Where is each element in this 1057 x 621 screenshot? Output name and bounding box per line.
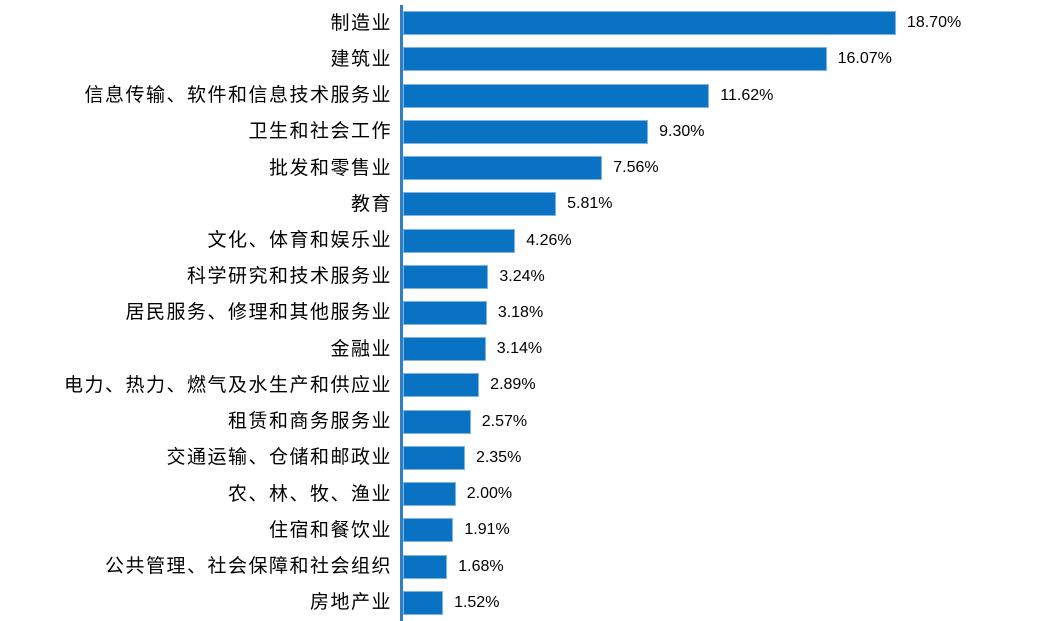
chart-row: 制造业 18.70% — [0, 5, 1057, 41]
category-label: 批发和零售业 — [268, 157, 392, 179]
category-label: 住宿和餐饮业 — [268, 519, 392, 541]
bar — [403, 590, 444, 615]
bar — [403, 554, 448, 579]
bar-area: 3.18% — [403, 295, 1057, 331]
chart-row: 科学研究和技术服务业 3.24% — [0, 259, 1057, 295]
chart-row: 公共管理、社会保障和社会组织 1.68% — [0, 549, 1057, 585]
value-label: 7.56% — [613, 159, 659, 177]
chart-row: 交通运输、仓储和邮政业 2.35% — [0, 440, 1057, 476]
bar — [403, 156, 603, 181]
value-label: 1.91% — [464, 521, 510, 539]
chart-row: 金融业 3.14% — [0, 331, 1057, 367]
bar — [403, 192, 557, 217]
chart-row: 居民服务、修理和其他服务业 3.18% — [0, 295, 1057, 331]
value-label: 11.62% — [720, 86, 774, 104]
bar-area: 2.35% — [403, 440, 1057, 476]
bar — [403, 264, 489, 289]
category-label: 卫生和社会工作 — [248, 121, 392, 143]
bar — [403, 337, 486, 362]
value-label: 5.81% — [567, 195, 613, 213]
bar — [403, 518, 454, 543]
bar-area: 2.89% — [403, 367, 1057, 403]
bar-area: 3.24% — [403, 259, 1057, 295]
category-label: 房地产业 — [309, 592, 392, 614]
bar-area: 2.57% — [403, 404, 1057, 440]
bar — [403, 445, 465, 470]
bar-area: 18.70% — [403, 5, 1057, 41]
bar-chart: 制造业 18.70% 建筑业 16.07% 信息传输、软件和信息技术服务业 11.62% 卫… — [0, 5, 1057, 621]
chart-row: 农、林、牧、渔业 2.00% — [0, 476, 1057, 512]
category-label: 居民服务、修理和其他服务业 — [125, 302, 392, 324]
chart-row: 卫生和社会工作 9.30% — [0, 114, 1057, 150]
bar-area: 5.81% — [403, 186, 1057, 222]
bar-area: 1.91% — [403, 512, 1057, 548]
chart-row: 房地产业 1.52% — [0, 585, 1057, 621]
category-label: 文化、体育和娱乐业 — [207, 230, 392, 252]
bar — [403, 228, 516, 253]
chart-row: 批发和零售业 7.56% — [0, 150, 1057, 186]
bar-area: 11.62% — [403, 77, 1057, 113]
value-label: 2.89% — [490, 376, 536, 394]
category-label: 农、林、牧、渔业 — [227, 483, 392, 505]
category-label: 交通运输、仓储和邮政业 — [166, 447, 392, 469]
chart-row: 信息传输、软件和信息技术服务业 11.62% — [0, 77, 1057, 113]
value-label: 1.52% — [454, 593, 500, 611]
value-label: 3.18% — [497, 303, 544, 321]
y-axis-line — [400, 5, 403, 621]
chart-row: 租赁和商务服务业 2.57% — [0, 404, 1057, 440]
value-label: 16.07% — [837, 50, 892, 68]
chart-row: 教育 5.81% — [0, 186, 1057, 222]
bar — [403, 119, 649, 144]
bar-area: 4.26% — [403, 222, 1057, 258]
bar-area: 7.56% — [403, 150, 1057, 186]
value-label: 4.26% — [526, 231, 572, 249]
chart-row: 电力、热力、燃气及水生产和供应业 2.89% — [0, 367, 1057, 403]
bar-area: 2.00% — [403, 476, 1057, 512]
chart-row: 文化、体育和娱乐业 4.26% — [0, 222, 1057, 258]
category-label: 科学研究和技术服务业 — [186, 266, 392, 288]
category-label: 电力、热力、燃气及水生产和供应业 — [63, 374, 392, 396]
category-label: 教育 — [350, 193, 392, 215]
bar — [403, 300, 487, 325]
value-label: 9.30% — [659, 122, 705, 140]
bar — [403, 409, 471, 434]
value-label: 1.68% — [458, 557, 504, 575]
bar — [403, 373, 480, 398]
category-label: 制造业 — [330, 12, 392, 34]
value-label: 3.14% — [496, 340, 543, 358]
value-label: 18.70% — [906, 14, 962, 32]
bar — [403, 11, 896, 36]
bar-area: 16.07% — [403, 41, 1057, 77]
category-label: 公共管理、社会保障和社会组织 — [104, 556, 392, 578]
bar-area: 1.68% — [403, 549, 1057, 585]
chart-row: 建筑业 16.07% — [0, 41, 1057, 77]
category-label: 租赁和商务服务业 — [227, 411, 392, 433]
value-label: 2.35% — [475, 448, 522, 466]
bar — [403, 47, 827, 72]
value-label: 3.24% — [499, 267, 545, 285]
category-label: 建筑业 — [330, 48, 392, 70]
bar — [403, 482, 456, 507]
value-label: 2.00% — [466, 485, 513, 503]
bar — [403, 83, 710, 108]
bar-area: 3.14% — [403, 331, 1057, 367]
bar-area: 9.30% — [403, 114, 1057, 150]
category-label: 金融业 — [330, 338, 392, 360]
value-label: 2.57% — [481, 412, 528, 430]
category-label: 信息传输、软件和信息技术服务业 — [84, 85, 392, 107]
bar-area: 1.52% — [403, 585, 1057, 621]
chart-row: 住宿和餐饮业 1.91% — [0, 512, 1057, 548]
